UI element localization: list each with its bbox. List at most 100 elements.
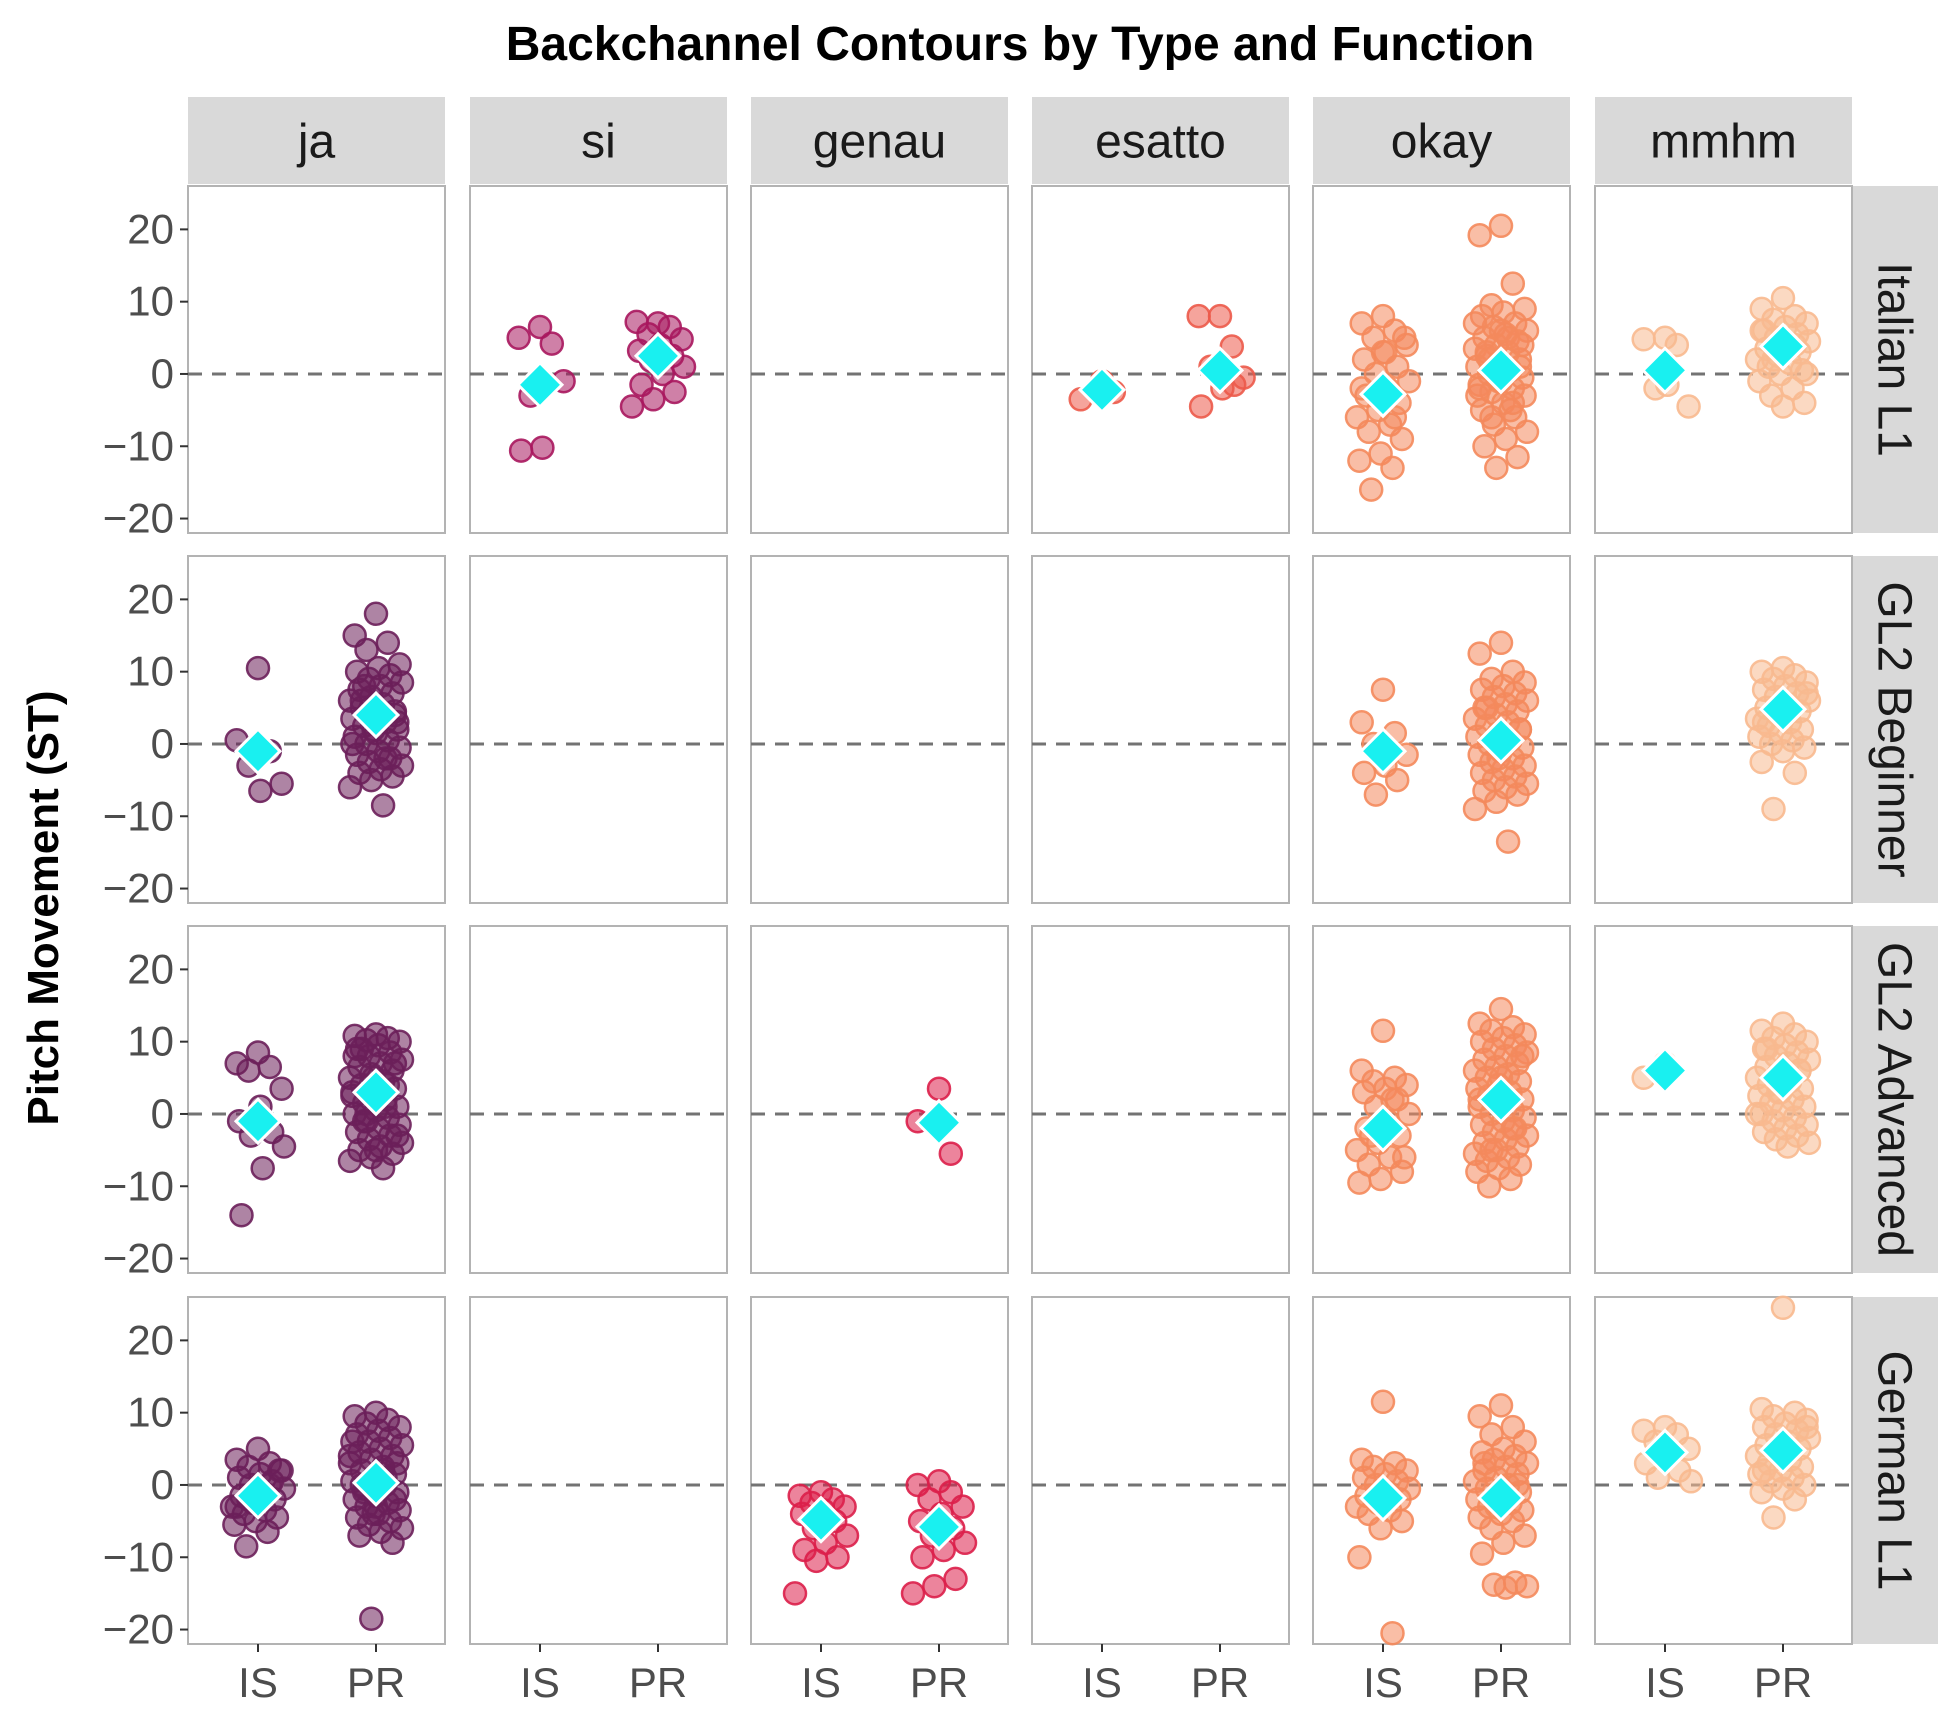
data-point <box>340 1429 365 1454</box>
y-tick-label: 10 <box>127 278 174 325</box>
data-point <box>248 778 273 804</box>
column-strip-label: si <box>581 116 616 169</box>
y-tick-label: 20 <box>127 205 174 252</box>
data-point <box>1472 434 1497 459</box>
data-point <box>1476 1174 1502 1199</box>
data-point <box>1749 1479 1774 1505</box>
data-point <box>1484 789 1509 815</box>
row-strip <box>1853 556 1938 903</box>
x-tick-label: PR <box>1472 1659 1530 1706</box>
data-point <box>641 387 666 412</box>
mean-marker <box>1476 1075 1526 1124</box>
panel <box>469 555 728 904</box>
mean-marker <box>1758 1426 1808 1475</box>
data-point <box>385 1451 410 1476</box>
data-point <box>257 1054 283 1080</box>
panel <box>469 1296 728 1645</box>
data-point <box>926 1076 952 1101</box>
data-point <box>1792 735 1817 760</box>
data-point <box>337 775 363 800</box>
mean-marker <box>1195 346 1245 395</box>
data-point <box>1396 1101 1422 1127</box>
panel <box>750 925 1009 1274</box>
data-point <box>1467 1404 1492 1429</box>
mean-marker <box>515 360 565 409</box>
column-strip <box>470 97 727 184</box>
y-tick-label: 10 <box>127 1389 174 1436</box>
data-point <box>359 767 384 793</box>
data-point <box>1754 1036 1779 1062</box>
y-tick-label: −20 <box>103 495 174 542</box>
column-strip-label: ja <box>296 116 336 169</box>
mean-marker <box>1476 716 1526 765</box>
data-point <box>370 793 396 818</box>
chart-title: Backchannel Contours by Type and Functio… <box>506 18 1535 71</box>
data-point <box>271 1134 297 1159</box>
data-point <box>1498 1166 1523 1192</box>
data-point <box>506 325 531 351</box>
panel <box>1031 185 1290 534</box>
data-point <box>1493 1575 1518 1600</box>
row-strip <box>1853 1297 1938 1644</box>
data-point <box>1664 332 1690 358</box>
data-point <box>255 1519 280 1545</box>
data-point <box>1488 213 1514 239</box>
data-point <box>1794 1414 1819 1440</box>
y-tick-label: −20 <box>103 1235 174 1282</box>
mean-marker <box>351 690 401 740</box>
panel <box>1594 185 1853 534</box>
data-point <box>1467 222 1492 248</box>
data-point <box>347 1523 372 1548</box>
data-point <box>269 771 294 796</box>
x-tick-label: IS <box>1645 1659 1685 1706</box>
data-point <box>1380 1087 1405 1112</box>
y-tick-label: −10 <box>103 422 174 469</box>
y-tick-label: −10 <box>103 1533 174 1580</box>
data-point <box>1347 1170 1372 1195</box>
data-point <box>1488 318 1514 343</box>
data-point <box>1493 426 1518 452</box>
panel <box>1031 925 1290 1274</box>
data-point <box>1505 444 1530 470</box>
mean-marker <box>796 1495 846 1544</box>
mean-marker <box>351 1458 401 1507</box>
data-point <box>938 1141 964 1166</box>
x-tick-label: PR <box>347 1659 405 1706</box>
data-point <box>508 438 534 463</box>
data-point <box>900 1581 926 1606</box>
panel <box>1031 555 1290 904</box>
mean-marker <box>914 1502 964 1552</box>
mean-marker <box>1358 370 1408 419</box>
row-strip-label: German L1 <box>1868 1350 1921 1590</box>
x-tick-label: IS <box>801 1659 841 1706</box>
data-point <box>1462 311 1488 336</box>
column-strip-label: genau <box>813 116 946 169</box>
y-tick-label: 20 <box>127 575 174 622</box>
mean-marker <box>1758 1053 1808 1102</box>
data-point <box>1188 394 1214 419</box>
mean-marker <box>1358 1104 1408 1153</box>
data-point <box>1495 829 1521 854</box>
data-point <box>1500 390 1526 416</box>
mean-marker <box>1358 1473 1408 1523</box>
column-strip-label: mmhm <box>1650 116 1797 169</box>
data-point <box>1384 767 1410 793</box>
data-point <box>236 1058 261 1083</box>
data-point <box>1514 1573 1540 1599</box>
data-point <box>1491 1530 1516 1556</box>
row-strip-label: Italian L1 <box>1868 262 1921 457</box>
panel <box>187 185 446 534</box>
data-point <box>1472 1451 1497 1476</box>
data-point <box>662 379 687 405</box>
mean-marker <box>1358 727 1408 776</box>
mean-marker <box>1758 322 1808 371</box>
mean-marker <box>1640 1428 1690 1477</box>
y-tick-label: 20 <box>127 1316 174 1363</box>
data-point <box>1794 361 1819 387</box>
mean-marker <box>1476 1473 1526 1523</box>
data-point <box>1678 1469 1704 1494</box>
data-point <box>952 1530 978 1556</box>
data-point <box>1380 1620 1405 1646</box>
data-point <box>380 1530 405 1556</box>
